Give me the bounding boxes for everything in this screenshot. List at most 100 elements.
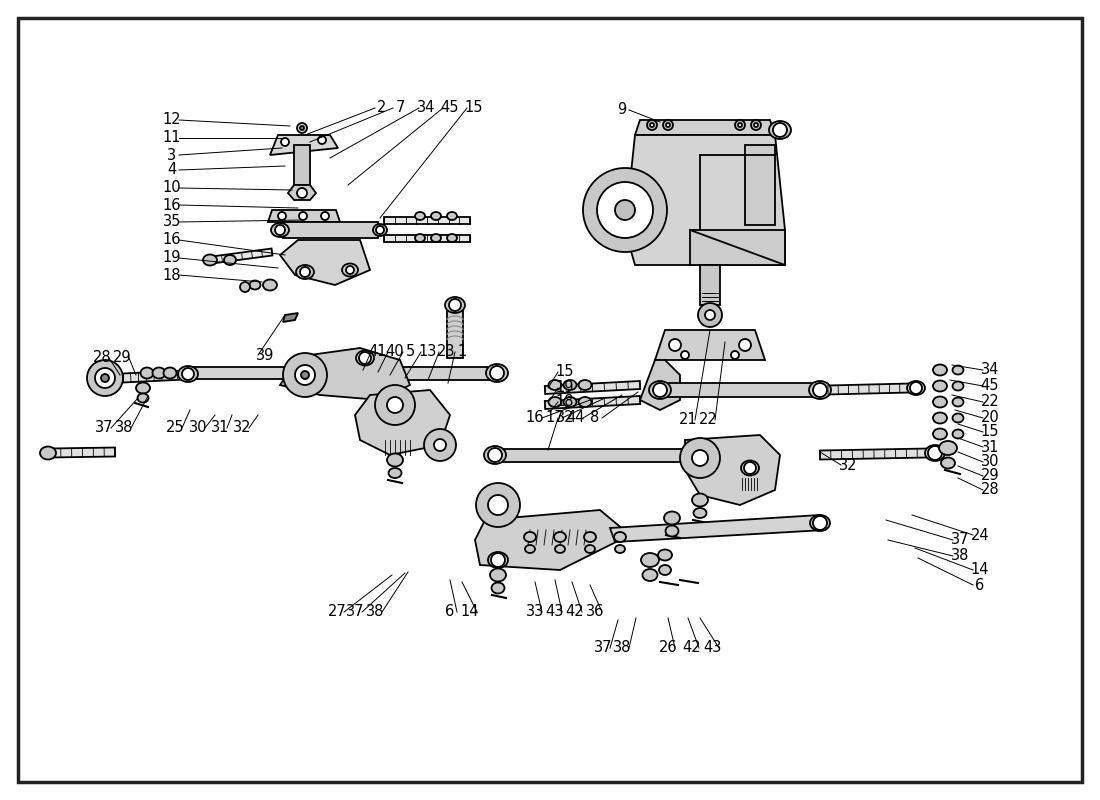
Text: 27: 27 [328, 605, 346, 619]
Ellipse shape [808, 381, 830, 399]
Polygon shape [211, 249, 273, 263]
Ellipse shape [484, 446, 506, 464]
Ellipse shape [554, 532, 566, 542]
Text: 43: 43 [546, 605, 564, 619]
Polygon shape [544, 396, 640, 409]
Circle shape [692, 450, 708, 466]
Circle shape [476, 483, 520, 527]
Circle shape [751, 120, 761, 130]
Text: 4: 4 [167, 162, 177, 178]
Text: 15: 15 [556, 365, 574, 379]
Text: 20: 20 [980, 410, 1000, 426]
Ellipse shape [289, 364, 311, 382]
Ellipse shape [563, 397, 576, 407]
Circle shape [376, 226, 384, 234]
Ellipse shape [615, 545, 625, 553]
Ellipse shape [933, 429, 947, 439]
Bar [447, 302, 463, 358]
Circle shape [301, 371, 309, 379]
Text: 45: 45 [441, 101, 460, 115]
Circle shape [739, 339, 751, 351]
Ellipse shape [263, 279, 277, 290]
Text: 24: 24 [970, 527, 989, 542]
Circle shape [387, 397, 403, 413]
Ellipse shape [415, 234, 425, 242]
Polygon shape [820, 449, 928, 459]
Text: 8: 8 [591, 410, 600, 426]
Text: 32: 32 [838, 458, 857, 473]
Polygon shape [288, 185, 316, 200]
Ellipse shape [684, 446, 706, 464]
Text: 28: 28 [92, 350, 111, 366]
Ellipse shape [642, 569, 658, 581]
Ellipse shape [549, 380, 561, 390]
Text: 22: 22 [980, 394, 1000, 410]
Ellipse shape [204, 254, 217, 266]
Ellipse shape [431, 234, 441, 242]
Circle shape [754, 123, 758, 127]
Text: 45: 45 [981, 378, 999, 394]
Polygon shape [280, 240, 370, 285]
Text: 25: 25 [166, 421, 185, 435]
Ellipse shape [556, 545, 565, 553]
Circle shape [597, 182, 653, 238]
Ellipse shape [925, 445, 945, 461]
Bar [654, 383, 815, 397]
Text: 36: 36 [586, 605, 604, 619]
Polygon shape [828, 383, 910, 394]
Ellipse shape [271, 223, 289, 237]
Circle shape [491, 553, 505, 567]
Ellipse shape [431, 212, 441, 220]
Text: 6: 6 [446, 605, 454, 619]
Ellipse shape [939, 441, 957, 455]
Text: 31: 31 [211, 421, 229, 435]
Text: 37: 37 [345, 605, 364, 619]
Text: 16: 16 [163, 233, 182, 247]
Circle shape [87, 360, 123, 396]
Text: 22: 22 [698, 413, 717, 427]
Text: 5: 5 [406, 345, 415, 359]
Text: 42: 42 [565, 605, 584, 619]
Ellipse shape [953, 382, 964, 390]
Ellipse shape [641, 553, 659, 567]
Circle shape [182, 368, 194, 380]
Ellipse shape [692, 494, 708, 506]
Circle shape [434, 439, 446, 451]
Circle shape [666, 123, 670, 127]
Text: 41: 41 [368, 345, 387, 359]
Ellipse shape [940, 458, 955, 469]
Text: 29: 29 [981, 469, 999, 483]
Bar [285, 366, 495, 379]
Text: 28: 28 [981, 482, 999, 498]
Polygon shape [270, 135, 338, 155]
Text: 26: 26 [659, 641, 678, 655]
Polygon shape [475, 510, 630, 570]
Circle shape [773, 123, 786, 137]
Text: 23: 23 [437, 345, 455, 359]
Text: 34: 34 [981, 362, 999, 378]
Circle shape [732, 351, 739, 359]
Circle shape [449, 299, 461, 311]
Circle shape [680, 438, 720, 478]
Text: 9: 9 [617, 102, 627, 118]
Ellipse shape [741, 461, 759, 475]
Text: 42: 42 [683, 641, 702, 655]
Text: 44: 44 [566, 410, 585, 426]
Text: 17: 17 [546, 410, 564, 426]
Ellipse shape [525, 545, 535, 553]
Ellipse shape [579, 397, 592, 407]
Circle shape [300, 126, 304, 130]
Circle shape [488, 448, 502, 462]
Polygon shape [640, 360, 680, 410]
Circle shape [95, 368, 116, 388]
Circle shape [295, 365, 315, 385]
Circle shape [698, 303, 722, 327]
Text: 1: 1 [458, 345, 466, 359]
Text: 38: 38 [613, 641, 631, 655]
Circle shape [424, 429, 456, 461]
Ellipse shape [153, 367, 165, 378]
Circle shape [278, 212, 286, 220]
Ellipse shape [136, 382, 150, 394]
Polygon shape [610, 515, 825, 542]
Circle shape [359, 352, 371, 364]
